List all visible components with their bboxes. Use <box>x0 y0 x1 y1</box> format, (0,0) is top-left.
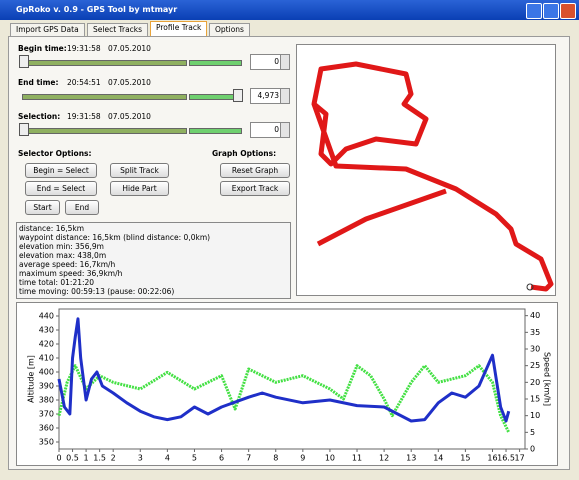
slider-range[interactable] <box>189 60 242 66</box>
button[interactable]: Begin = Select <box>25 163 97 178</box>
series-line <box>57 364 511 433</box>
time-label: Selection: <box>18 112 61 121</box>
button[interactable]: Reset Graph <box>220 163 290 178</box>
info-line: average speed: 16,7km/h <box>19 260 116 269</box>
slider-thumb[interactable] <box>19 123 29 136</box>
x-tick-label: 5 <box>192 454 197 463</box>
y-tick-label: 440 <box>39 312 54 321</box>
button[interactable]: End <box>65 200 99 215</box>
x-tick-label: 2 <box>111 454 116 463</box>
button[interactable]: Split Track <box>110 163 169 178</box>
x-tick-label: 0 <box>56 454 61 463</box>
x-tick-label: 10 <box>325 454 335 463</box>
info-line: waypoint distance: 16,5km (blind distanc… <box>19 233 211 242</box>
y2-tick-label: 10 <box>530 411 540 420</box>
x-tick-label: 13 <box>406 454 416 463</box>
x-tick-label: 12 <box>379 454 389 463</box>
slider-track[interactable] <box>22 128 187 134</box>
slider-thumb[interactable] <box>19 55 29 68</box>
x-tick-label: 14 <box>433 454 443 463</box>
x-tick-label: 3 <box>138 454 143 463</box>
x-tick-label: 17 <box>514 454 524 463</box>
date-value: 07.05.2010 <box>108 78 151 87</box>
section-title: Selector Options: <box>18 149 92 158</box>
time-label: End time: <box>18 78 59 87</box>
button[interactable]: End = Select <box>25 181 97 196</box>
y-tick-label: 380 <box>39 396 54 405</box>
y-tick-label: 430 <box>39 326 54 335</box>
y-tick-label: 400 <box>39 368 54 377</box>
y-tick-label: 420 <box>39 340 54 349</box>
y2-tick-label: 15 <box>530 395 540 404</box>
x-tick-label: 4 <box>165 454 170 463</box>
spinner[interactable]: 0 <box>250 54 282 70</box>
section-title: Graph Options: <box>212 149 277 158</box>
button[interactable]: Hide Part <box>110 181 169 196</box>
y2-tick-label: 25 <box>530 361 540 370</box>
spinner-arrows[interactable] <box>280 88 290 104</box>
y-tick-label: 370 <box>39 410 54 419</box>
slider-track[interactable] <box>22 60 187 66</box>
info-box <box>16 222 291 299</box>
spinner-arrows[interactable] <box>280 122 290 138</box>
tab[interactable]: Profile Track <box>150 21 208 36</box>
info-line: elevation min: 356,9m <box>19 242 104 251</box>
y-tick-label: 360 <box>39 424 54 433</box>
x-tick-label: 11 <box>352 454 362 463</box>
y-axis-label: Altitude [m] <box>27 355 36 403</box>
profile-chart: 3503603703803904004104204304400510152025… <box>16 302 558 466</box>
maximize-button[interactable] <box>543 3 559 19</box>
y2-tick-label: 40 <box>530 311 540 320</box>
date-value: 07.05.2010 <box>108 44 151 53</box>
time-value: 19:31:58 <box>67 112 101 121</box>
window-title: GpRoko v. 0.9 - GPS Tool by mtmayr <box>16 5 178 14</box>
title-bar <box>0 0 579 20</box>
tab[interactable]: Import GPS Data <box>10 23 85 36</box>
series-line <box>57 317 511 423</box>
y2-tick-label: 30 <box>530 345 540 354</box>
y2-axis-label: Speed [km/h] <box>543 352 552 406</box>
slider-range[interactable] <box>189 128 242 134</box>
x-tick-label: 0.5 <box>66 454 79 463</box>
date-value: 07.05.2010 <box>108 112 151 121</box>
button[interactable]: Export Track <box>220 181 290 196</box>
y2-tick-label: 5 <box>530 428 535 437</box>
minimize-button[interactable] <box>526 3 542 19</box>
x-tick-label: 1.5 <box>93 454 106 463</box>
y-tick-label: 390 <box>39 382 54 391</box>
tab[interactable]: Select Tracks <box>87 23 149 36</box>
x-tick-label: 9 <box>300 454 305 463</box>
info-line: maximum speed: 36,9km/h <box>19 269 123 278</box>
info-line: distance: 16,5km <box>19 224 85 233</box>
button[interactable]: Start <box>25 200 60 215</box>
time-value: 20:54:51 <box>67 78 101 87</box>
time-value: 19:31:58 <box>67 44 101 53</box>
x-tick-label: 8 <box>273 454 278 463</box>
close-button[interactable] <box>560 3 576 19</box>
track-map <box>296 44 556 296</box>
spinner-arrows[interactable] <box>280 54 290 70</box>
info-line: time total: 01:21:20 <box>19 278 95 287</box>
x-tick-label: 1 <box>84 454 89 463</box>
slider-thumb[interactable] <box>233 89 243 102</box>
spinner[interactable]: 0 <box>250 122 282 138</box>
x-tick-label: 7 <box>246 454 251 463</box>
tab[interactable]: Options <box>209 23 250 36</box>
x-tick-label: 6 <box>219 454 224 463</box>
y2-tick-label: 35 <box>530 328 540 337</box>
y2-tick-label: 20 <box>530 378 540 387</box>
time-label: Begin time: <box>18 44 67 53</box>
x-tick-label: 16 <box>487 454 497 463</box>
info-line: time moving: 00:59:13 (pause: 00:22:06) <box>19 287 175 296</box>
y-tick-label: 350 <box>39 438 54 447</box>
info-line: elevation max: 438,0m <box>19 251 107 260</box>
spinner[interactable]: 4,973 <box>250 88 282 104</box>
x-tick-label: 15 <box>460 454 470 463</box>
x-tick-label: 16.5 <box>497 454 515 463</box>
plot-area <box>58 308 526 450</box>
y-tick-label: 410 <box>39 354 54 363</box>
y2-tick-label: 0 <box>530 445 535 454</box>
slider-track[interactable] <box>22 94 187 100</box>
